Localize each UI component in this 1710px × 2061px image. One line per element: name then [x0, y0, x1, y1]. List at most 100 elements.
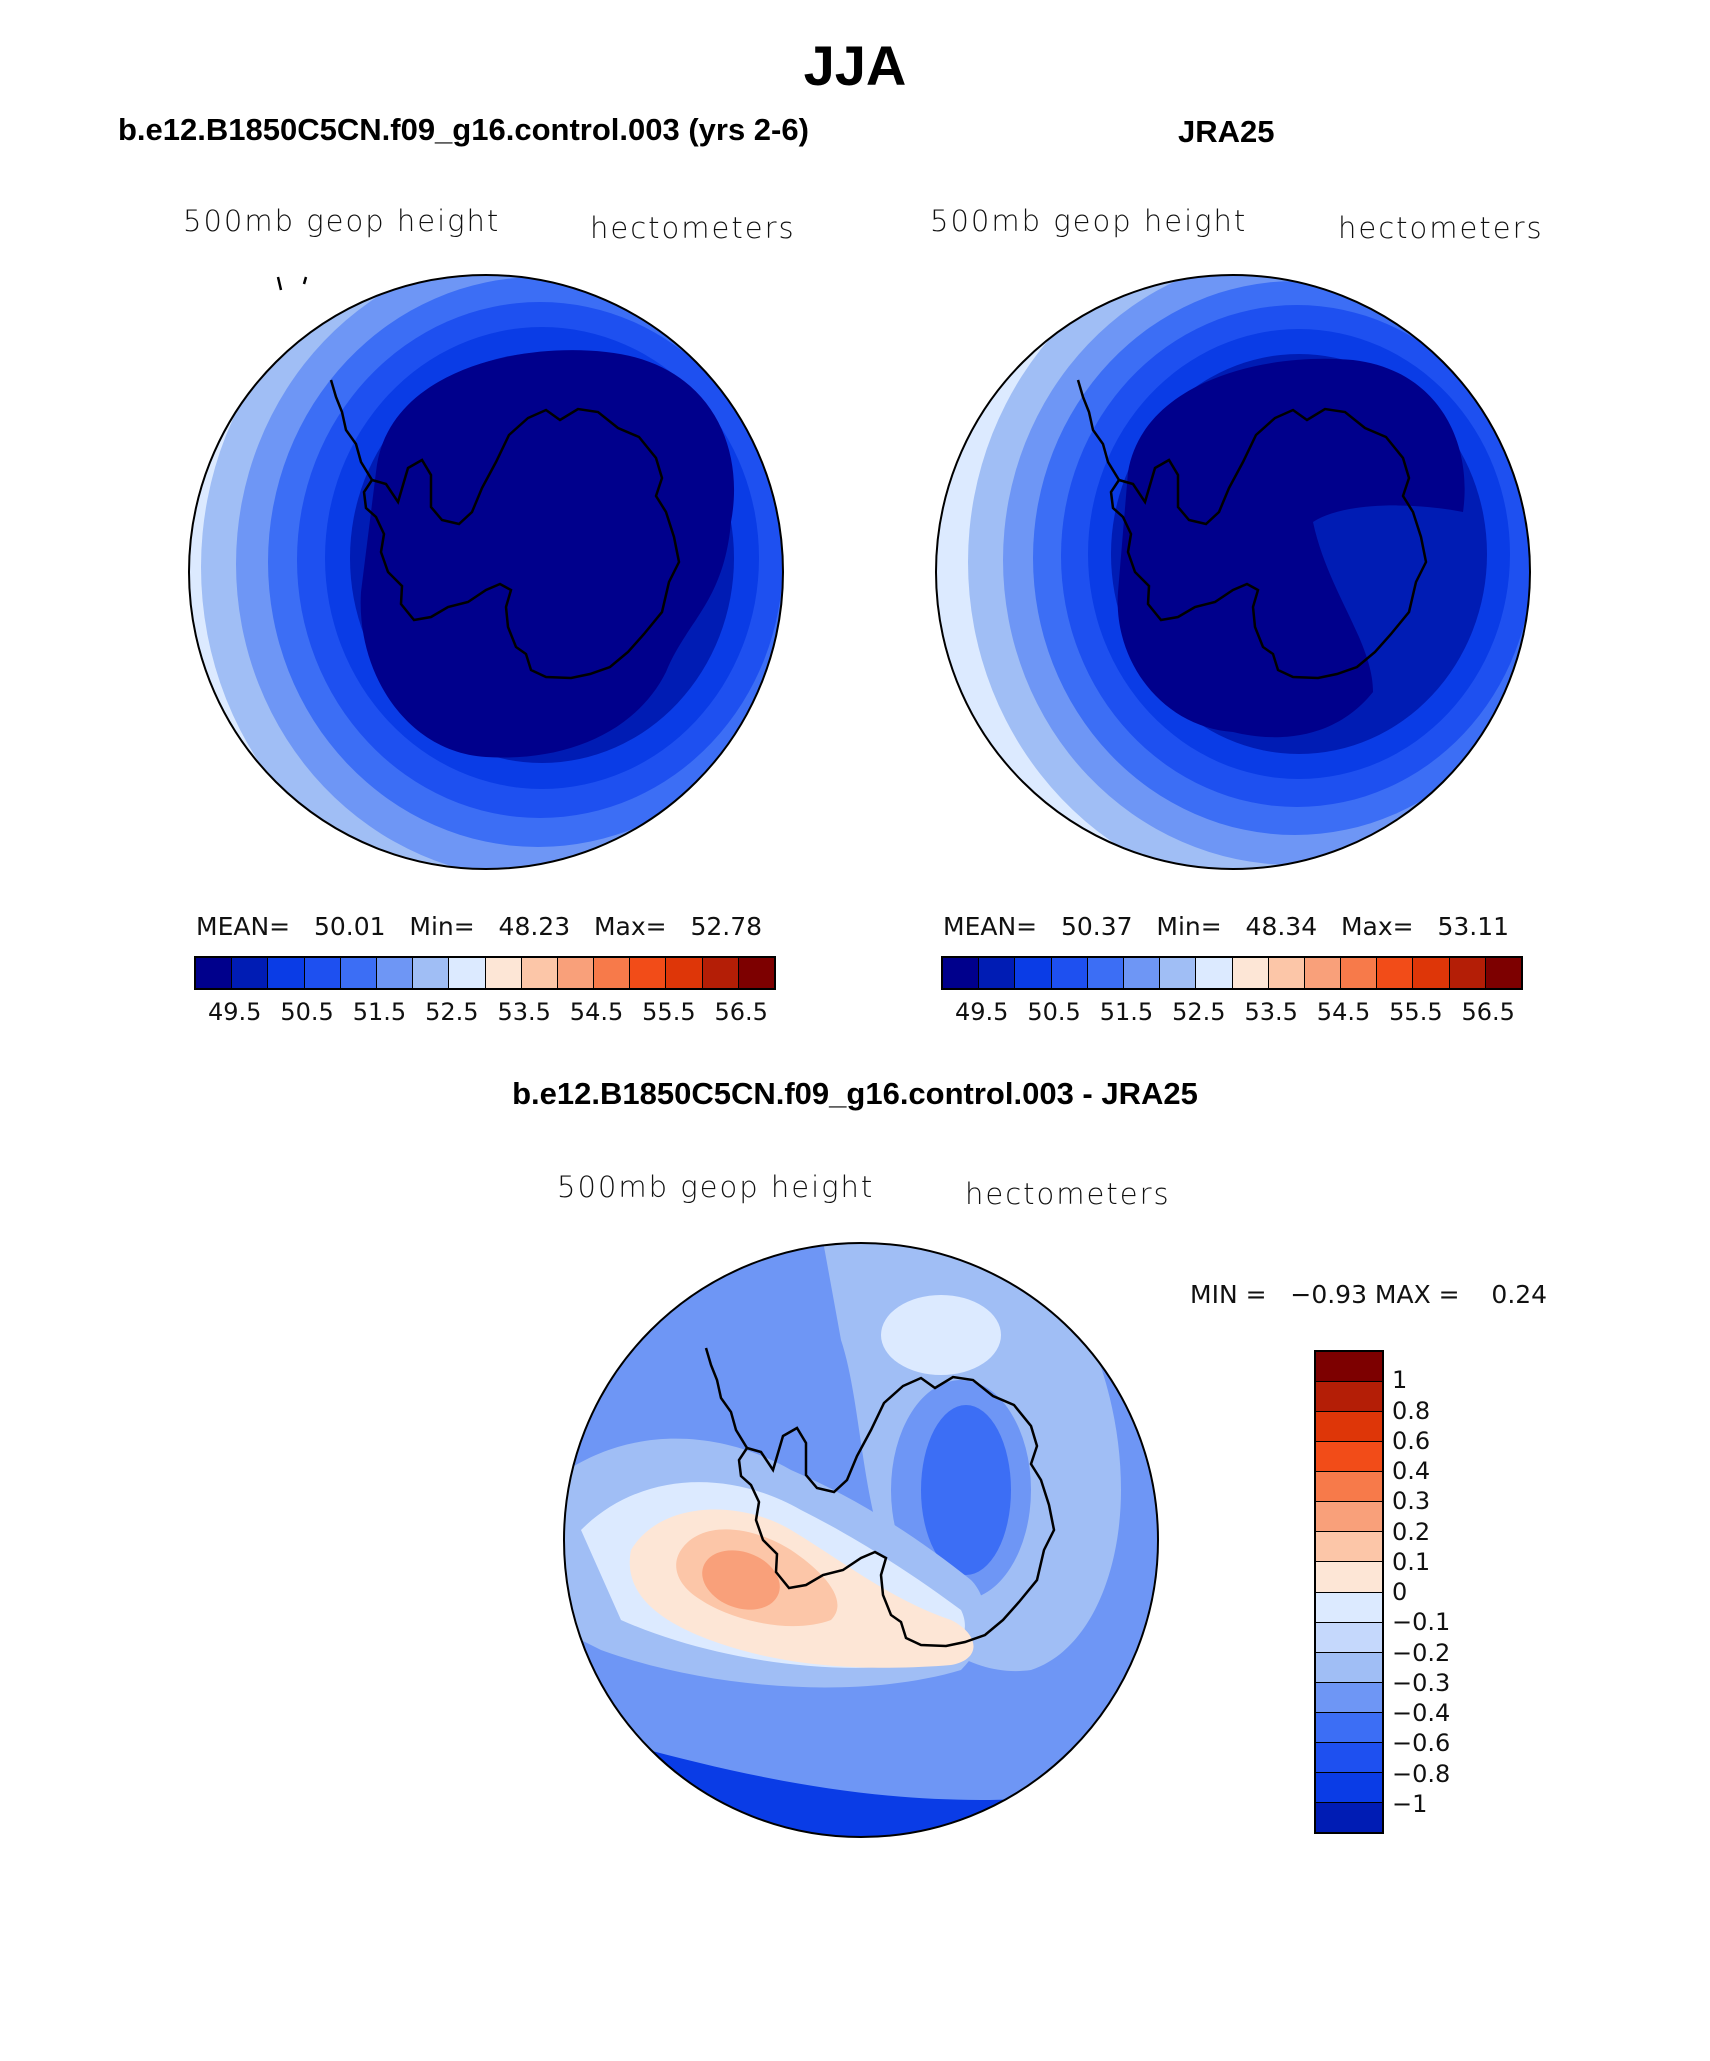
colorbar-swatch — [1316, 1712, 1382, 1743]
colorbar-swatch — [1316, 1472, 1382, 1503]
diff-units-label: hectometers — [965, 1177, 1171, 1211]
colorbar-tick-label: −0.8 — [1392, 1759, 1451, 1788]
colorbar-tick-label: −0.3 — [1392, 1668, 1451, 1697]
colorbar-tick-label: 54.5 — [569, 998, 624, 1026]
colorbar-tick-label: 52.5 — [1172, 998, 1226, 1026]
colorbar-swatch — [1316, 1772, 1382, 1803]
colorbar-swatch — [1160, 958, 1197, 988]
colorbar-tick-label: 53.5 — [497, 998, 551, 1026]
right-min-label: Min= — [1156, 912, 1222, 941]
colorbar-tick-label: 0.3 — [1392, 1487, 1431, 1516]
left-mean-label: MEAN= — [196, 912, 291, 941]
diff-deep-bottom — [564, 1720, 1158, 1837]
antarctic-peninsula — [704, 1347, 749, 1449]
left-map-border — [188, 274, 784, 870]
colorbar-tick-label: 55.5 — [642, 998, 696, 1026]
colorbar-swatch — [943, 958, 980, 988]
colorbar-swatch — [449, 958, 486, 988]
colorbar-swatch — [1316, 1382, 1382, 1413]
colorbar-swatch — [1316, 1592, 1382, 1623]
colorbar-tick-label: 0 — [1392, 1578, 1408, 1606]
colorbar-swatch — [232, 958, 269, 988]
left-polar-map — [188, 274, 784, 870]
right-map-border — [935, 274, 1531, 870]
left-max-value: 52.78 — [690, 912, 763, 941]
colorbar-swatch — [594, 958, 631, 988]
antarctic-peninsula — [329, 379, 374, 481]
colorbar-tick-label: −0.4 — [1392, 1699, 1451, 1727]
colorbar-swatch — [1268, 958, 1305, 988]
colorbar-tick-label: 0.8 — [1392, 1396, 1431, 1425]
colorbar-swatch — [376, 958, 414, 988]
right-min-value: 48.34 — [1245, 912, 1318, 941]
colorbar-swatch — [1316, 1562, 1382, 1593]
diff-colorbar — [1314, 1350, 1384, 1834]
diff-colorbar-ticks: 1 0.8 0.6 0.4 0.3 0.2 0.1 0 −0.1 −0.2 −0.3 −0.4 −0.6… — [1392, 1350, 1512, 1834]
left-min-label: Min= — [409, 912, 475, 941]
right-stats: MEAN= 50.37 Min= 48.34 Max= 53.11 — [943, 912, 1509, 942]
colorbar-swatch — [1087, 958, 1124, 988]
colorbar-tick-label: 54.5 — [1316, 998, 1371, 1026]
colorbar-swatch — [196, 958, 233, 988]
antarctica-coastline — [362, 407, 681, 680]
right-colorbar-ticks: 49.5 50.5 51.5 52.5 53.5 54.5 55.5 56.5 — [955, 998, 1515, 1026]
left-max-label: Max= — [593, 912, 667, 941]
right-polar-map — [935, 274, 1531, 870]
colorbar-swatch — [1304, 958, 1342, 988]
diff-map-border — [563, 1242, 1159, 1838]
colorbar-tick-label: 50.5 — [280, 998, 334, 1026]
figure-title: JJA — [803, 34, 907, 97]
diff-light-top-spot — [881, 1295, 1001, 1375]
colorbar-swatch — [1377, 958, 1414, 988]
colorbar-swatch — [268, 958, 305, 988]
left-colorbar — [194, 956, 776, 990]
right-colorbar — [941, 956, 1523, 990]
colorbar-swatch — [1051, 958, 1088, 988]
colorbar-swatch — [1316, 1412, 1382, 1443]
colorbar-swatch — [1232, 958, 1269, 988]
colorbar-swatch — [1316, 1742, 1382, 1773]
colorbar-swatch — [557, 958, 595, 988]
colorbar-tick-label: −1 — [1392, 1789, 1428, 1818]
diff-minmax: MIN = −0.93 MAX = 0.24 — [1190, 1280, 1548, 1309]
colorbar-tick-label: 0.6 — [1392, 1426, 1431, 1455]
colorbar-tick-label: −0.6 — [1392, 1729, 1451, 1758]
colorbar-swatch — [1449, 958, 1486, 988]
left-colorbar-ticks: 49.5 50.5 51.5 52.5 53.5 54.5 55.5 56.5 — [208, 998, 768, 1026]
colorbar-tick-label: −0.2 — [1392, 1638, 1451, 1667]
diff-polar-map — [563, 1242, 1159, 1838]
colorbar-swatch — [485, 958, 522, 988]
colorbar-swatch — [630, 958, 667, 988]
right-mean-value: 50.37 — [1060, 912, 1133, 941]
right-band-48-5 — [1117, 358, 1465, 738]
right-mean-label: MEAN= — [943, 912, 1038, 941]
colorbar-tick-label: −0.1 — [1392, 1608, 1451, 1637]
left-min-value: 48.23 — [498, 912, 571, 941]
right-max-label: Max= — [1340, 912, 1414, 941]
colorbar-swatch — [413, 958, 450, 988]
right-units-label: hectometers — [1338, 211, 1544, 245]
colorbar-tick-label: 49.5 — [955, 998, 1009, 1026]
colorbar-tick-label: 0.1 — [1392, 1547, 1431, 1576]
colorbar-swatch — [1316, 1682, 1382, 1713]
colorbar-swatch — [340, 958, 377, 988]
left-stats: MEAN= 50.01 Min= 48.23 Max= 52.78 — [196, 912, 762, 942]
colorbar-swatch — [304, 958, 341, 988]
colorbar-swatch — [1316, 1502, 1382, 1533]
colorbar-swatch — [702, 958, 739, 988]
left-mean-value: 50.01 — [313, 912, 386, 941]
colorbar-swatch — [1413, 958, 1450, 988]
colorbar-tick-label: 49.5 — [208, 998, 262, 1026]
colorbar-tick-label: 56.5 — [1461, 998, 1515, 1026]
left-panel-title: b.e12.B1850C5CN.f09_g16.control.003 (yrs… — [118, 112, 809, 147]
colorbar-tick-label: 1 — [1392, 1366, 1408, 1395]
colorbar-tick-label: 55.5 — [1389, 998, 1443, 1026]
antarctic-peninsula — [1076, 379, 1121, 481]
colorbar-tick-label: 50.5 — [1027, 998, 1081, 1026]
left-band-48-5 — [360, 350, 735, 758]
south-america-tip — [276, 276, 308, 291]
colorbar-swatch — [1341, 958, 1378, 988]
diff-neg-center-core — [921, 1405, 1011, 1575]
colorbar-swatch — [1485, 958, 1521, 988]
colorbar-swatch — [1316, 1442, 1382, 1473]
